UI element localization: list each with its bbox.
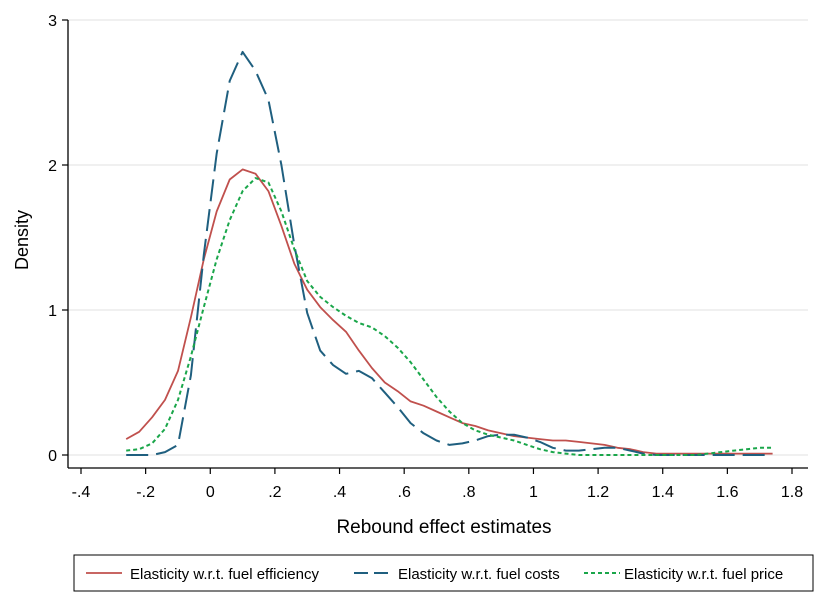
- legend-label-2: Elasticity w.r.t. fuel costs: [398, 566, 560, 583]
- legend-label-1: Elasticity w.r.t. fuel efficiency: [130, 566, 319, 583]
- x-tick-label: .2: [268, 484, 281, 501]
- grid-lines: [68, 19, 808, 456]
- y-tick-label: 1: [48, 303, 57, 320]
- x-axis-label: Rebound effect estimates: [336, 517, 551, 538]
- x-axis-ticks: -.4 -.2 0 .2 .4 .6 .8 1 1.2 1.4 1.6 1.8: [72, 468, 803, 501]
- x-tick-label: 1.6: [716, 484, 738, 501]
- legend-box: [73, 554, 814, 592]
- x-tick-label: .4: [333, 484, 346, 501]
- series-line-3: [126, 177, 773, 456]
- y-tick-label: 3: [48, 13, 57, 30]
- series-line-1: [125, 168, 773, 455]
- x-tick-label: .6: [398, 484, 411, 501]
- x-tick-label: 1.2: [587, 484, 609, 501]
- series-line-2: [126, 50, 773, 456]
- x-tick-label: 1.4: [652, 484, 674, 501]
- x-tick-label: -.4: [72, 484, 91, 501]
- legend: Elasticity w.r.t. fuel efficiency Elastic…: [86, 566, 783, 583]
- x-tick-label: 1: [529, 484, 538, 501]
- series-lines: [125, 50, 773, 456]
- y-tick-label: 0: [48, 448, 57, 465]
- x-tick-label: -.2: [136, 484, 155, 501]
- x-tick-label: 0: [206, 484, 215, 501]
- x-tick-label: 1.8: [781, 484, 803, 501]
- y-tick-label: 2: [48, 158, 57, 175]
- y-axis-label: Density: [12, 210, 32, 270]
- x-tick-label: .8: [462, 484, 475, 501]
- legend-label-3: Elasticity w.r.t. fuel price: [624, 566, 783, 583]
- y-axis-ticks: 0 1 2 3: [48, 13, 68, 465]
